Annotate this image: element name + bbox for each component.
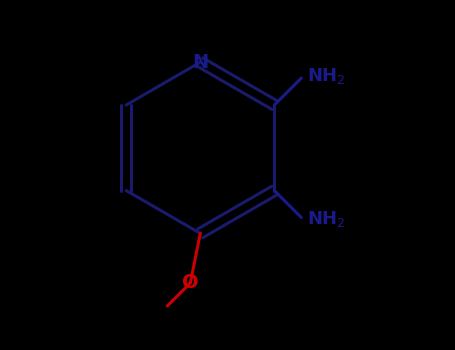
- Text: O: O: [182, 273, 199, 292]
- Text: NH$_2$: NH$_2$: [307, 209, 346, 230]
- Text: N: N: [192, 53, 208, 72]
- Text: NH$_2$: NH$_2$: [307, 66, 346, 86]
